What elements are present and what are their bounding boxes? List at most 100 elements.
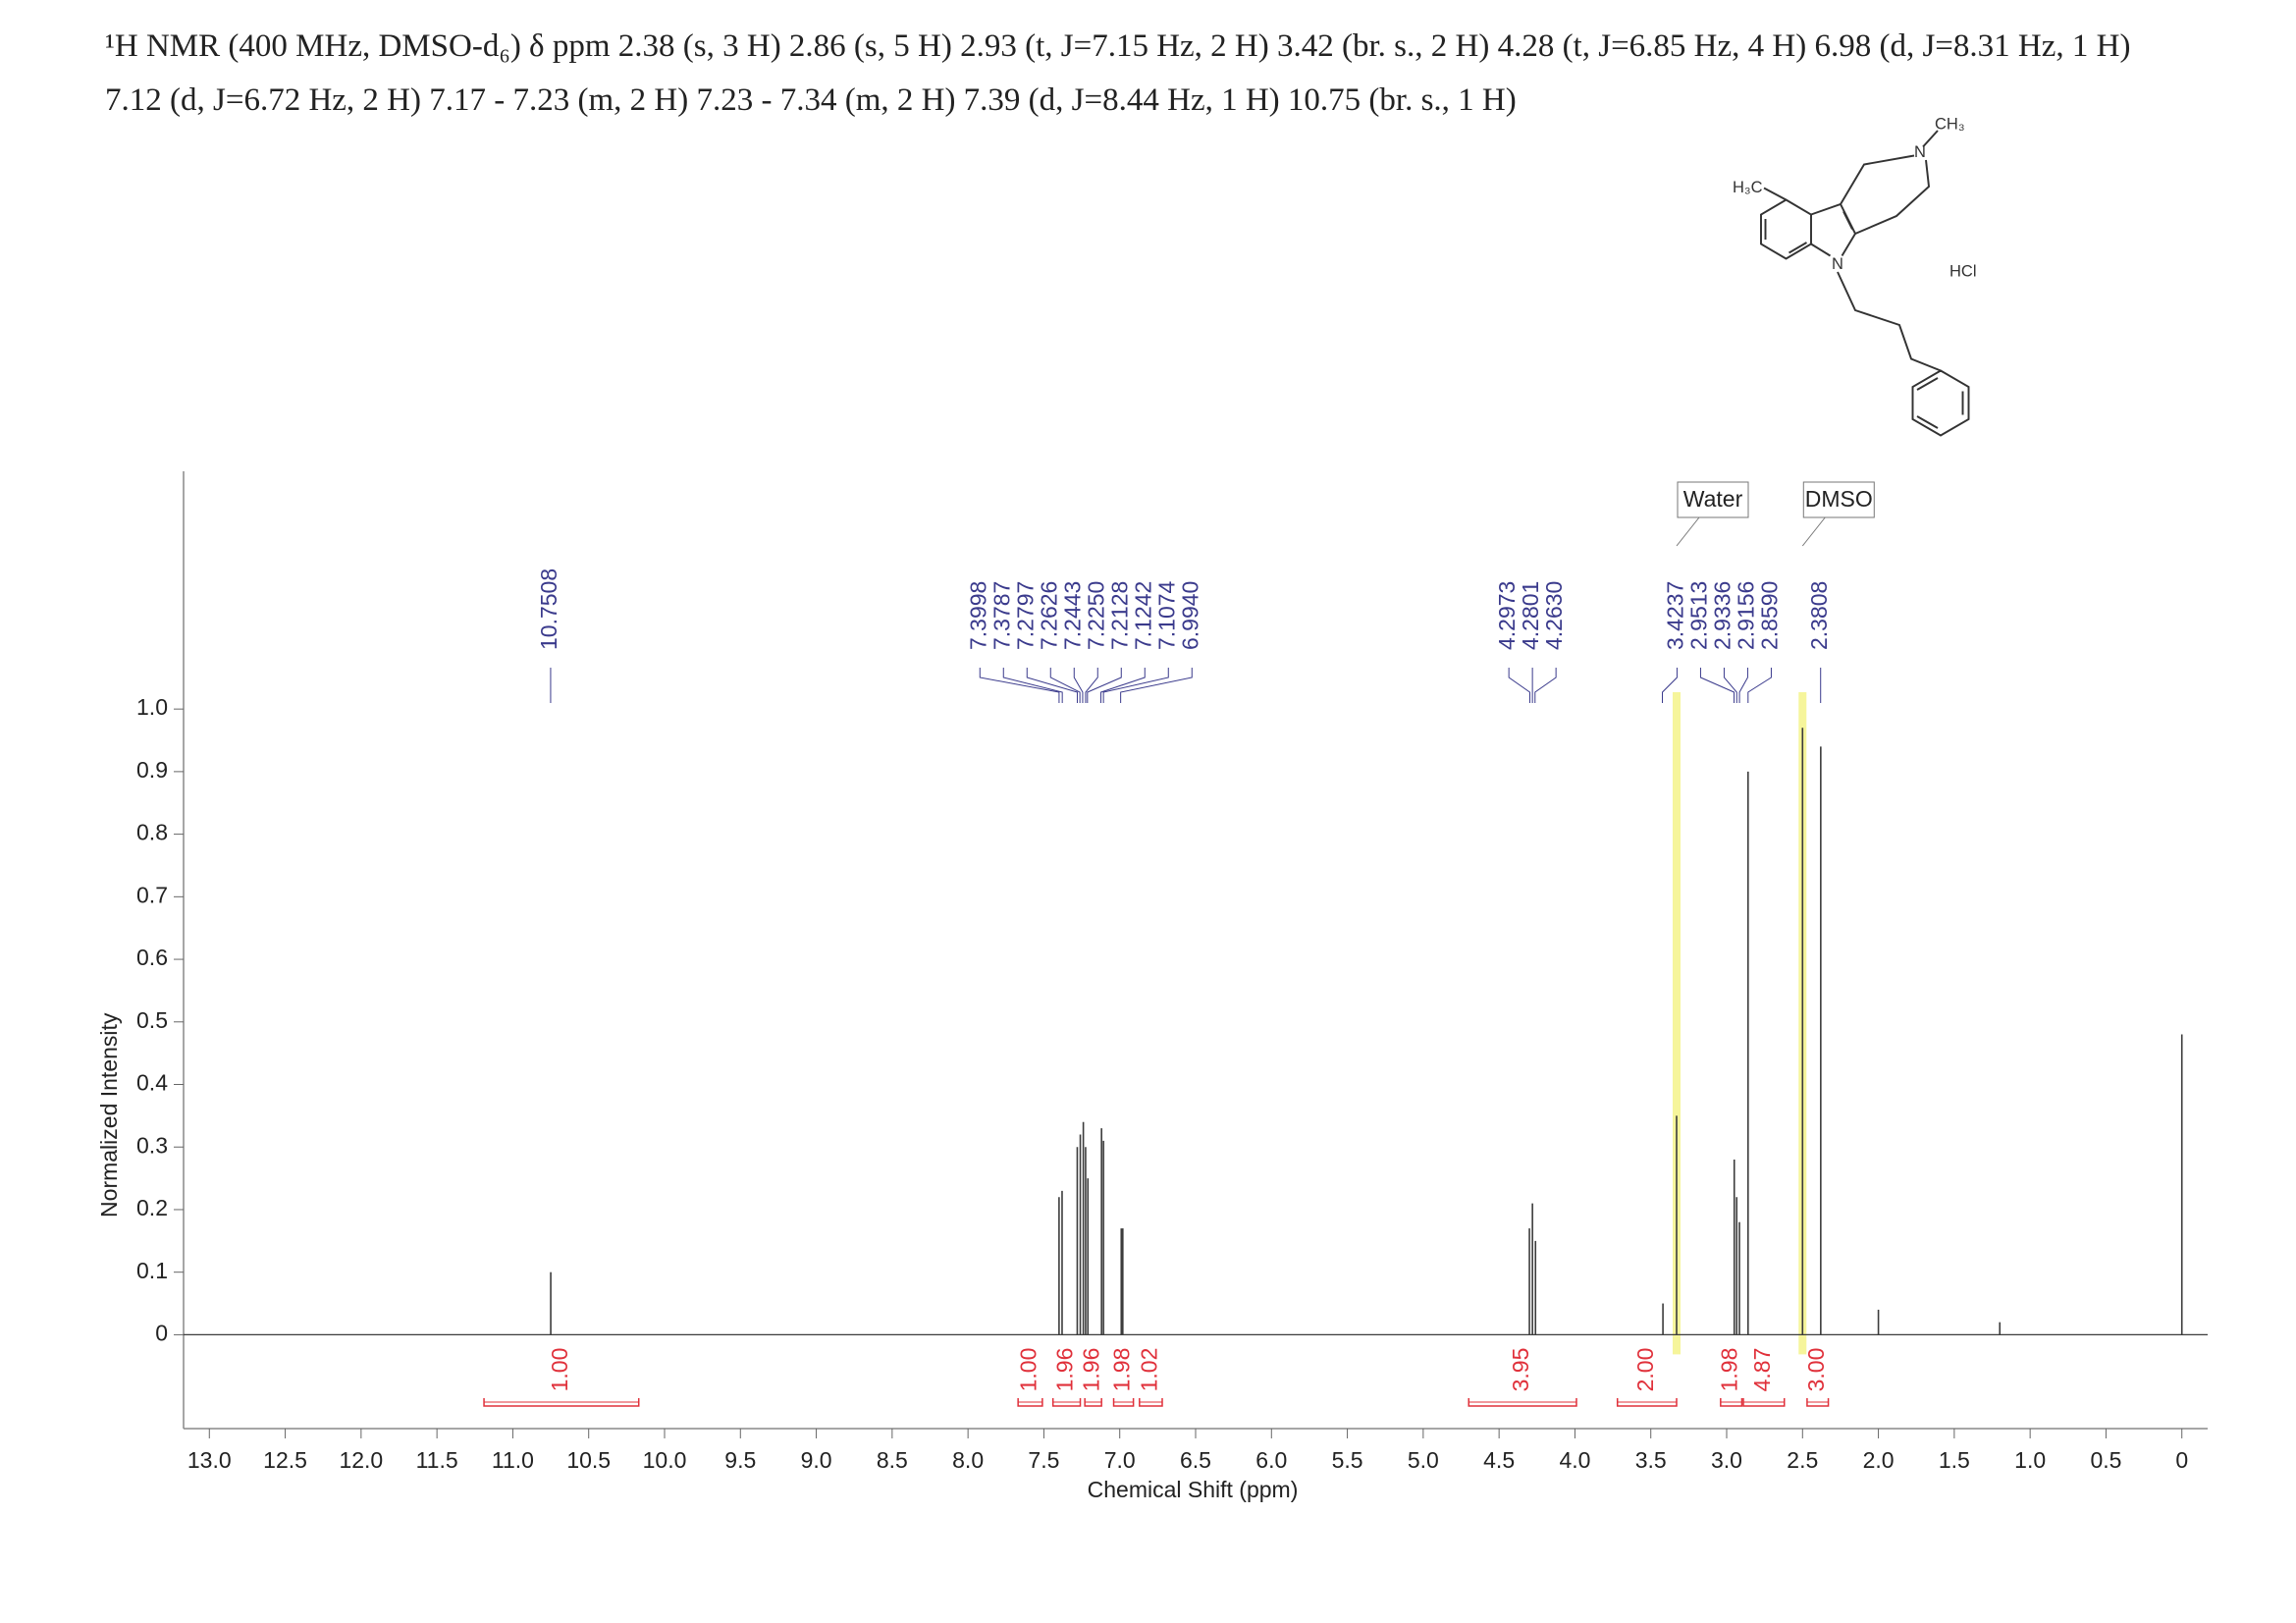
peak-leader [979, 668, 1060, 703]
y-tick-label: 0.3 [136, 1132, 168, 1158]
structure: H₃C CH₃ N N HCl [1733, 115, 1977, 437]
x-tick-label: 4.0 [1559, 1447, 1590, 1473]
peak-label: 2.8590 [1757, 581, 1783, 650]
y-tick-label: 0.4 [136, 1070, 168, 1096]
integral-label: 4.87 [1749, 1348, 1775, 1392]
peak-leader [1723, 668, 1737, 703]
peak-leader [1699, 668, 1735, 703]
peak-label: 7.3998 [965, 581, 990, 650]
x-tick-label: 6.5 [1180, 1447, 1211, 1473]
x-tick-label: 13.0 [187, 1447, 232, 1473]
peak-label: 2.9336 [1710, 581, 1735, 650]
x-tick-label: 1.0 [2014, 1447, 2046, 1473]
peak-leader [1002, 668, 1063, 703]
annotation-leader [1676, 516, 1700, 547]
peak-leader [1100, 668, 1146, 703]
x-tick-label: 10.5 [566, 1447, 611, 1473]
peak-label: 2.9513 [1686, 581, 1712, 650]
bond [1810, 243, 1832, 257]
header-line: ¹H NMR (400 MHz, DMSO-d₆) δ ppm 2.38 (s,… [105, 28, 2130, 64]
x-tick-label: 6.0 [1255, 1447, 1287, 1473]
x-tick-label: 9.0 [801, 1447, 832, 1473]
peak-leader [1662, 668, 1678, 703]
annotation-label: DMSO [1805, 486, 1873, 512]
peak-leader [1120, 668, 1193, 703]
peak-leader [1085, 668, 1098, 703]
peak-label: 4.2801 [1518, 581, 1543, 650]
bond [1911, 369, 1970, 437]
peak-label: 2.9156 [1734, 581, 1759, 650]
bond [1837, 271, 1942, 372]
annotation-label: Water [1683, 486, 1743, 512]
integral-label: 1.00 [1016, 1348, 1041, 1392]
bond [1763, 187, 1787, 201]
x-tick-label: 5.5 [1332, 1447, 1363, 1473]
x-tick-label: 1.5 [1939, 1447, 1970, 1473]
x-tick-label: 11.0 [492, 1447, 534, 1473]
structure-label: H₃C [1733, 179, 1763, 196]
y-tick-label: 1.0 [136, 694, 168, 720]
header-line: 7.12 (d, J=6.72 Hz, 2 H) 7.17 - 7.23 (m,… [105, 82, 1517, 118]
peak-leader [1073, 668, 1084, 703]
peak-label: 7.1242 [1130, 581, 1155, 650]
y-tick-label: 0.8 [136, 820, 168, 845]
annotation-leader [1801, 516, 1826, 547]
annotation-box [1677, 481, 1749, 518]
y-axis-title: Normalized Intensity [96, 1012, 122, 1217]
y-tick-label: 0.1 [136, 1258, 168, 1283]
peak-leader [1534, 668, 1557, 703]
annotation-box [1802, 481, 1875, 518]
peak-leader [1102, 668, 1169, 703]
bond [1916, 377, 1939, 391]
integral-label: 1.00 [547, 1348, 572, 1392]
integral-label: 3.00 [1803, 1348, 1829, 1392]
x-tick-label: 9.5 [724, 1447, 756, 1473]
integral-label: 1.98 [1717, 1348, 1742, 1392]
peak-label: 7.2797 [1012, 581, 1038, 650]
peak-label: 10.7508 [536, 568, 561, 650]
peak-label: 7.2250 [1083, 581, 1108, 650]
solvent-band [1672, 692, 1681, 1355]
structure-label: CH₃ [1935, 115, 1965, 133]
x-tick-label: 10.0 [643, 1447, 687, 1473]
x-tick-label: 8.5 [877, 1447, 908, 1473]
x-tick-label: 5.0 [1408, 1447, 1439, 1473]
peak-label: 7.2626 [1036, 581, 1061, 650]
x-tick-label: 12.0 [339, 1447, 383, 1473]
bond [1760, 198, 1812, 260]
x-tick-label: 2.5 [1787, 1447, 1818, 1473]
peak-label: 7.2443 [1059, 581, 1085, 650]
peak-label: 2.3808 [1806, 581, 1832, 650]
peak-label: 7.3787 [988, 581, 1014, 650]
integral-label: 1.98 [1109, 1348, 1135, 1392]
integral-label: 1.02 [1136, 1348, 1161, 1392]
y-tick-label: 0.5 [136, 1007, 168, 1033]
integral-label: 2.00 [1632, 1348, 1658, 1392]
x-tick-label: 4.5 [1483, 1447, 1515, 1473]
peak-leader [1738, 668, 1748, 703]
x-tick-label: 2.0 [1863, 1447, 1895, 1473]
x-axis-title: Chemical Shift (ppm) [1088, 1477, 1299, 1502]
integral-label: 1.96 [1052, 1348, 1078, 1392]
structure-label: HCl [1949, 262, 1977, 280]
bond [1789, 242, 1807, 254]
x-tick-label: 11.5 [416, 1447, 458, 1473]
bond [1842, 211, 1853, 230]
y-tick-label: 0.7 [136, 882, 168, 907]
peak-label: 7.2128 [1106, 581, 1132, 650]
peak-leader [1508, 668, 1530, 703]
bond [1916, 415, 1939, 429]
bond [1922, 130, 1939, 148]
x-tick-label: 8.0 [952, 1447, 984, 1473]
peak-label: 3.4237 [1663, 581, 1688, 650]
structure-label: N [1832, 255, 1843, 273]
integral-label: 1.96 [1079, 1348, 1104, 1392]
y-tick-label: 0.9 [136, 757, 168, 783]
peak-leader [1087, 668, 1122, 703]
x-tick-label: 12.5 [263, 1447, 307, 1473]
y-tick-label: 0 [155, 1320, 168, 1345]
y-tick-label: 0.2 [136, 1195, 168, 1220]
x-tick-label: 0.5 [2090, 1447, 2121, 1473]
peak-leader [1049, 668, 1081, 703]
peak-label: 4.2630 [1541, 581, 1567, 650]
